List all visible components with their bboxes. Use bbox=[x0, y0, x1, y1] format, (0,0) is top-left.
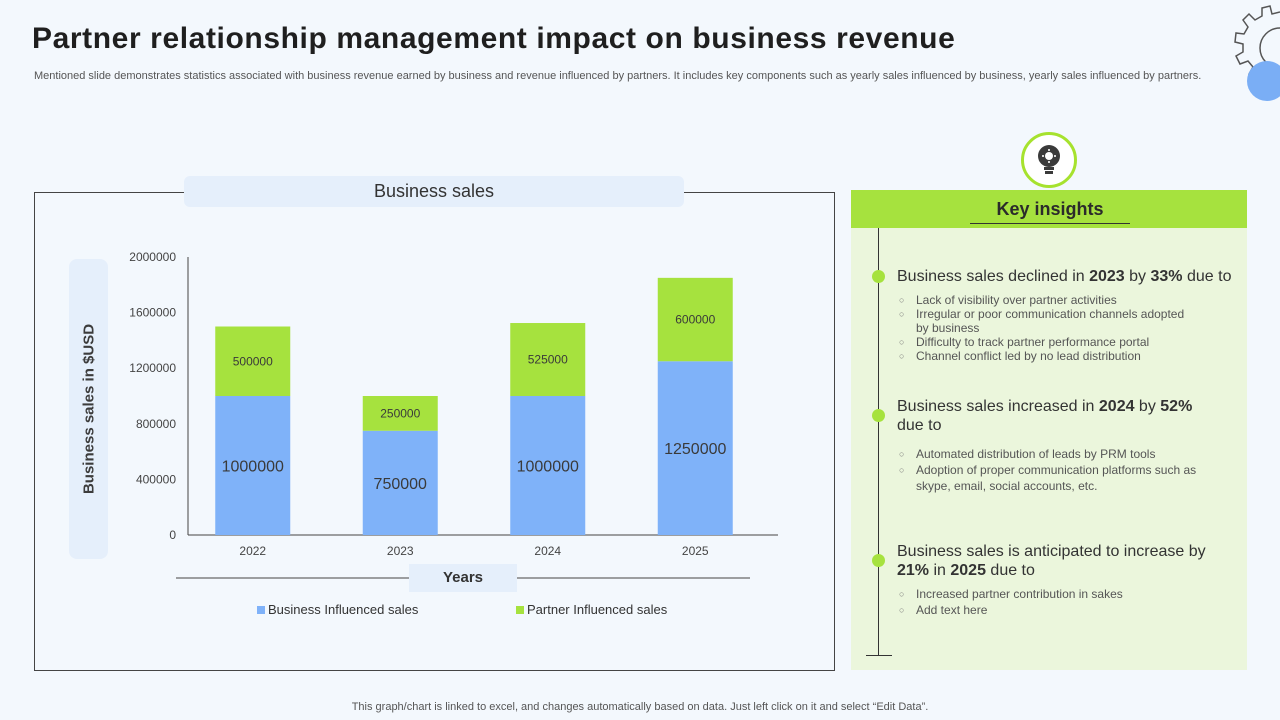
bar-business bbox=[510, 396, 586, 535]
legend-item-business: Business Influenced sales bbox=[257, 602, 418, 617]
insight-emphasis: 2023 bbox=[1089, 268, 1125, 285]
list-item: Adoption of proper communication platfor… bbox=[899, 462, 1219, 494]
insight-heading: Business sales declined in 2023 by 33% d… bbox=[897, 267, 1237, 286]
list-item: Automated distribution of leads by PRM t… bbox=[899, 446, 1219, 462]
data-label-business: 750000 bbox=[374, 476, 427, 493]
x-axis-label: Years bbox=[409, 564, 517, 592]
list-item: Difficulty to track partner performance … bbox=[899, 335, 1199, 349]
legend-label-business: Business Influenced sales bbox=[268, 602, 419, 617]
insight-dot bbox=[872, 270, 885, 283]
insight-text: Business sales declined in bbox=[897, 268, 1090, 285]
insights-header: Key insights bbox=[970, 199, 1130, 224]
legend-swatch-business bbox=[257, 605, 265, 614]
insight-emphasis: 2025 bbox=[950, 562, 986, 579]
insight-emphasis: 2024 bbox=[1098, 398, 1135, 415]
bar-partner bbox=[510, 323, 586, 396]
insight-text: due to bbox=[985, 562, 1035, 579]
lightbulb-gear-icon bbox=[1021, 132, 1077, 188]
x-tick-label: 2022 bbox=[239, 544, 266, 558]
list-item: Channel conflict led by no lead distribu… bbox=[899, 349, 1199, 363]
gear-icon bbox=[1234, 5, 1280, 101]
y-tick-label: 2000000 bbox=[129, 250, 176, 264]
legend-item-partner: Partner Influenced sales bbox=[516, 602, 667, 617]
insight-emphasis: 21% bbox=[897, 562, 930, 579]
insight-dot bbox=[872, 554, 885, 567]
bar-partner bbox=[362, 396, 438, 431]
data-label-partner: 250000 bbox=[380, 406, 420, 420]
bar-business bbox=[215, 396, 291, 535]
bar-business bbox=[657, 361, 733, 535]
x-tick-label: 2024 bbox=[534, 544, 561, 558]
data-label-business: 1250000 bbox=[664, 441, 726, 458]
page-subtitle: Mentioned slide demonstrates statistics … bbox=[34, 70, 1202, 82]
x-tick-label: 2023 bbox=[387, 544, 414, 558]
bar-partner bbox=[215, 326, 291, 396]
list-item: Irregular or poor communication channels… bbox=[899, 307, 1199, 335]
y-tick-label: 400000 bbox=[136, 472, 176, 486]
data-label-partner: 525000 bbox=[528, 353, 568, 367]
list-item: Lack of visibility over partner activiti… bbox=[899, 293, 1199, 307]
insight-bullets: Increased partner contribution in sakes … bbox=[899, 586, 1199, 618]
bar-partner bbox=[657, 277, 733, 362]
data-label-business: 1000000 bbox=[517, 459, 579, 476]
insight-text: by bbox=[1134, 398, 1161, 415]
insight-dot bbox=[872, 409, 885, 422]
insight-text: due to bbox=[1182, 268, 1232, 285]
footer-note: This graph/chart is linked to excel, and… bbox=[351, 701, 929, 713]
insights-timeline bbox=[878, 228, 879, 656]
insight-emphasis: 33% bbox=[1150, 268, 1183, 285]
legend-swatch-partner bbox=[516, 605, 524, 614]
insight-text: due to bbox=[897, 417, 942, 434]
list-item: Add text here bbox=[899, 602, 1199, 618]
y-tick-label: 1200000 bbox=[129, 361, 176, 375]
lightbulb-gear-glyph bbox=[1038, 145, 1060, 174]
chart-title: Business sales bbox=[184, 176, 684, 207]
list-item: Increased partner contribution in sakes bbox=[899, 586, 1199, 602]
insight-heading: Business sales is anticipated to increas… bbox=[897, 542, 1237, 580]
insight-text: by bbox=[1124, 268, 1151, 285]
insight-heading: Business sales increased in 2024 by 52% … bbox=[897, 397, 1197, 435]
insight-text: in bbox=[929, 562, 951, 579]
y-tick-label: 800000 bbox=[136, 417, 176, 431]
x-tick-label: 2025 bbox=[682, 544, 709, 558]
data-label-partner: 500000 bbox=[233, 354, 273, 368]
y-tick-label: 0 bbox=[169, 528, 176, 542]
page-title: Partner relationship management impact o… bbox=[32, 22, 956, 55]
legend-label-partner: Partner Influenced sales bbox=[527, 602, 668, 617]
insights-timeline-foot bbox=[866, 655, 892, 656]
y-tick-label: 1600000 bbox=[129, 306, 176, 320]
bar-business bbox=[362, 430, 438, 535]
insight-bullets: Automated distribution of leads by PRM t… bbox=[899, 446, 1219, 494]
insights-header-bar bbox=[851, 190, 1247, 228]
insight-emphasis: 52% bbox=[1160, 398, 1193, 415]
data-label-partner: 600000 bbox=[675, 313, 715, 327]
y-axis-label-background bbox=[69, 259, 108, 559]
insight-text: Business sales increased in bbox=[897, 398, 1099, 415]
insight-bullets: Lack of visibility over partner activiti… bbox=[899, 293, 1199, 363]
data-label-business: 1000000 bbox=[222, 459, 284, 476]
insight-text: Business sales is anticipated to increas… bbox=[897, 543, 1206, 560]
